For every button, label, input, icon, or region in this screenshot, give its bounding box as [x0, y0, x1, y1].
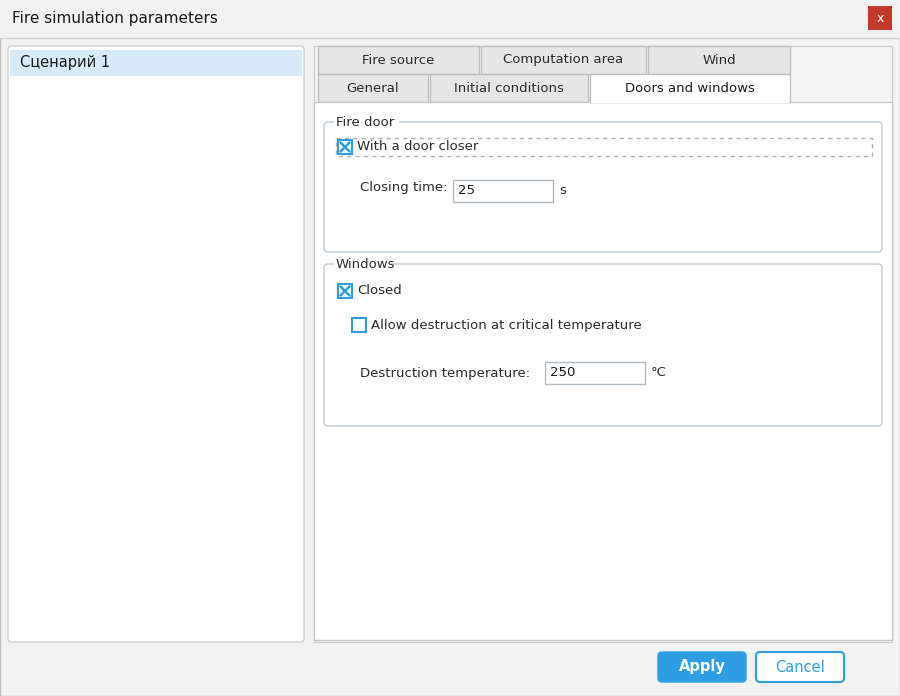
Bar [590, 74, 790, 102]
Bar [314, 102, 892, 640]
Bar [314, 46, 892, 642]
Text: General: General [346, 81, 400, 95]
Text: Cancel: Cancel [775, 660, 825, 674]
Text: Initial conditions: Initial conditions [454, 81, 564, 95]
FancyBboxPatch shape [324, 264, 882, 426]
Bar [591, 101, 789, 103]
Bar [352, 318, 366, 332]
Text: Windows: Windows [336, 258, 395, 271]
Bar [481, 46, 646, 74]
Text: 250: 250 [550, 367, 575, 379]
Bar [648, 46, 790, 74]
Text: Closing time:: Closing time: [360, 182, 447, 194]
Text: Apply: Apply [679, 660, 725, 674]
Bar [336, 138, 872, 156]
Bar [868, 6, 892, 30]
Text: Doors and windows: Doors and windows [626, 81, 755, 95]
Text: With a door closer: With a door closer [357, 141, 479, 154]
FancyBboxPatch shape [8, 46, 304, 642]
Bar [334, 115, 399, 129]
Bar [453, 180, 553, 202]
Text: Computation area: Computation area [503, 54, 624, 67]
Bar [430, 74, 588, 102]
Text: Fire door: Fire door [336, 116, 394, 129]
Bar [318, 46, 479, 74]
Text: Allow destruction at critical temperature: Allow destruction at critical temperatur… [371, 319, 642, 331]
Text: Fire source: Fire source [363, 54, 435, 67]
Bar [0, 0, 900, 38]
Text: °C: °C [651, 367, 667, 379]
Text: Closed: Closed [357, 285, 401, 297]
Text: Destruction temperature:: Destruction temperature: [360, 367, 530, 379]
Text: Fire simulation parameters: Fire simulation parameters [12, 12, 218, 26]
FancyBboxPatch shape [324, 122, 882, 252]
Text: Сценарий 1: Сценарий 1 [20, 56, 110, 70]
Bar [334, 257, 392, 271]
Text: 25: 25 [458, 184, 475, 198]
FancyBboxPatch shape [658, 652, 746, 682]
Bar [318, 74, 428, 102]
FancyBboxPatch shape [756, 652, 844, 682]
Bar [338, 284, 352, 298]
Text: Wind: Wind [702, 54, 736, 67]
Bar [10, 50, 302, 76]
Bar [545, 362, 645, 384]
Text: s: s [559, 184, 566, 198]
Bar [338, 140, 352, 154]
Text: x: x [877, 12, 884, 24]
